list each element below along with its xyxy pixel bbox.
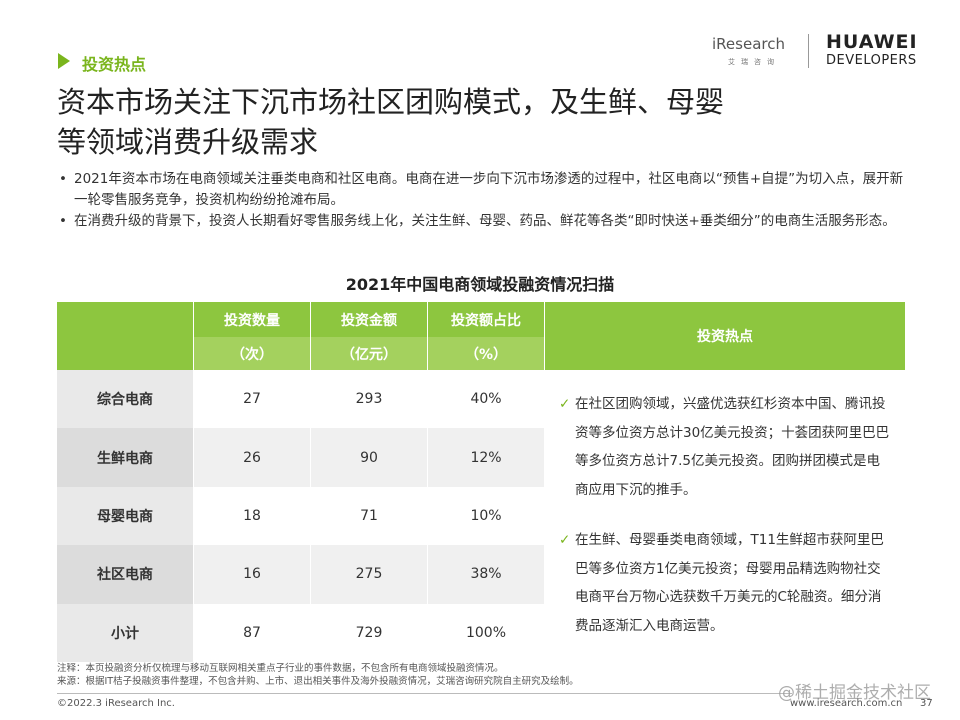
unit-row: （次） （亿元） （%） — [57, 337, 906, 370]
cell: 100% — [427, 603, 545, 662]
cell: 12% — [427, 428, 545, 487]
cell: 27 — [193, 370, 311, 429]
brand-sub: DEVELOPERS — [826, 53, 917, 68]
bullet: 2021年资本市场在电商领域关注垂类电商和社区电商。电商在进一步向下沉市场渗透的… — [57, 169, 907, 211]
row-label: 母婴电商 — [57, 486, 194, 546]
section-marker — [58, 53, 70, 69]
row: 社区电商 16 275 38% — [57, 545, 906, 604]
row-label: 综合电商 — [57, 370, 194, 429]
hotspot-item: 在社区团购领域，兴盛优选获红杉资本中国、腾讯投资等多位资方总计30亿美元投资；十… — [559, 390, 893, 504]
note: 来源：根据IT桔子投融资事件整理，不包含并购、上市、退出相关事件及海外投融资情况… — [57, 676, 579, 687]
unit-cell: （%） — [427, 337, 545, 370]
logo-separator — [808, 34, 809, 68]
copyright: ©2022.3 iResearch Inc. — [57, 698, 175, 709]
unit-cell: （亿元） — [310, 337, 428, 370]
cell: 38% — [427, 545, 545, 604]
header-cell: 投资额占比 — [427, 302, 545, 337]
page-number: 37 — [920, 698, 933, 709]
cell: 87 — [193, 603, 311, 662]
watermark: @稀土掘金技术社区 — [778, 683, 931, 703]
row-label: 生鲜电商 — [57, 428, 194, 487]
unit-cell: （次） — [193, 337, 311, 370]
note: 注释：本页投融资分析仅梳理与移动互联网相关重点子行业的事件数据，不包含所有电商领… — [57, 663, 504, 674]
bullet-list: 2021年资本市场在电商领域关注垂类电商和社区电商。电商在进一步向下沉市场渗透的… — [57, 169, 907, 232]
header-cell: 投资金额 — [310, 302, 428, 337]
hotspot-item: 在生鲜、母婴垂类电商领域，T11生鲜超市获阿里巴巴等多位资方1亿美元投资；母婴用… — [559, 526, 893, 640]
cell: 16 — [193, 545, 311, 604]
header-cell: 投资热点 — [544, 302, 906, 370]
title-line: 等领域消费升级需求 — [57, 125, 319, 159]
title-line: 资本市场关注下沉市场社区团购模式，及生鲜、母婴 — [57, 85, 725, 119]
logo-text: iResearch — [712, 35, 785, 53]
cell: 71 — [310, 486, 428, 546]
cell: 26 — [193, 428, 311, 487]
hotspot-cell: 在社区团购领域，兴盛优选获红杉资本中国、腾讯投资等多位资方总计30亿美元投资；十… — [544, 370, 906, 662]
table: 投资数量 投资金额 投资额占比 投资热点 （次） （亿元） （%） 综合电商 2… — [57, 302, 906, 662]
cell: 18 — [193, 486, 311, 546]
table-title: 2021年中国电商领域投融资情况扫描 — [345, 275, 615, 294]
header-cell: 投资数量 — [193, 302, 311, 337]
logo-subtext: 艾瑞咨询 — [728, 58, 780, 66]
cell: 275 — [310, 545, 428, 604]
section-label: 投资热点 — [82, 55, 147, 74]
brand: HUAWEI — [826, 31, 918, 53]
row-label: 社区电商 — [57, 545, 194, 604]
header-row: 投资数量 投资金额 投资额占比 投资热点 — [57, 302, 906, 370]
header-cell — [57, 302, 194, 370]
notes: 注释：本页投融资分析仅梳理与移动互联网相关重点子行业的事件数据，不包含所有电商领… — [57, 662, 579, 688]
website: www.iresearch.com.cn — [790, 698, 903, 709]
title: 资本市场关注下沉市场社区团购模式，及生鲜、母婴 等领域消费升级需求 — [57, 82, 837, 162]
row: 小计 87 729 100% — [57, 603, 906, 662]
row: 综合电商 27 293 40% 在社区团购领域，兴盛优选获红杉资本中国、腾讯投资… — [57, 370, 906, 662]
footer-rule — [57, 693, 792, 694]
cell: 10% — [427, 486, 545, 546]
cell: 293 — [310, 370, 428, 429]
row-label: 小计 — [57, 603, 194, 662]
cell: 729 — [310, 603, 428, 662]
cell: 40% — [427, 370, 545, 429]
cell: 90 — [310, 428, 428, 487]
bullet: 在消费升级的背景下，投资人长期看好零售服务线上化，关注生鲜、母婴、药品、鲜花等各… — [57, 211, 907, 232]
row: 母婴电商 18 71 10% — [57, 486, 906, 546]
row: 生鲜电商 26 90 12% — [57, 428, 906, 487]
